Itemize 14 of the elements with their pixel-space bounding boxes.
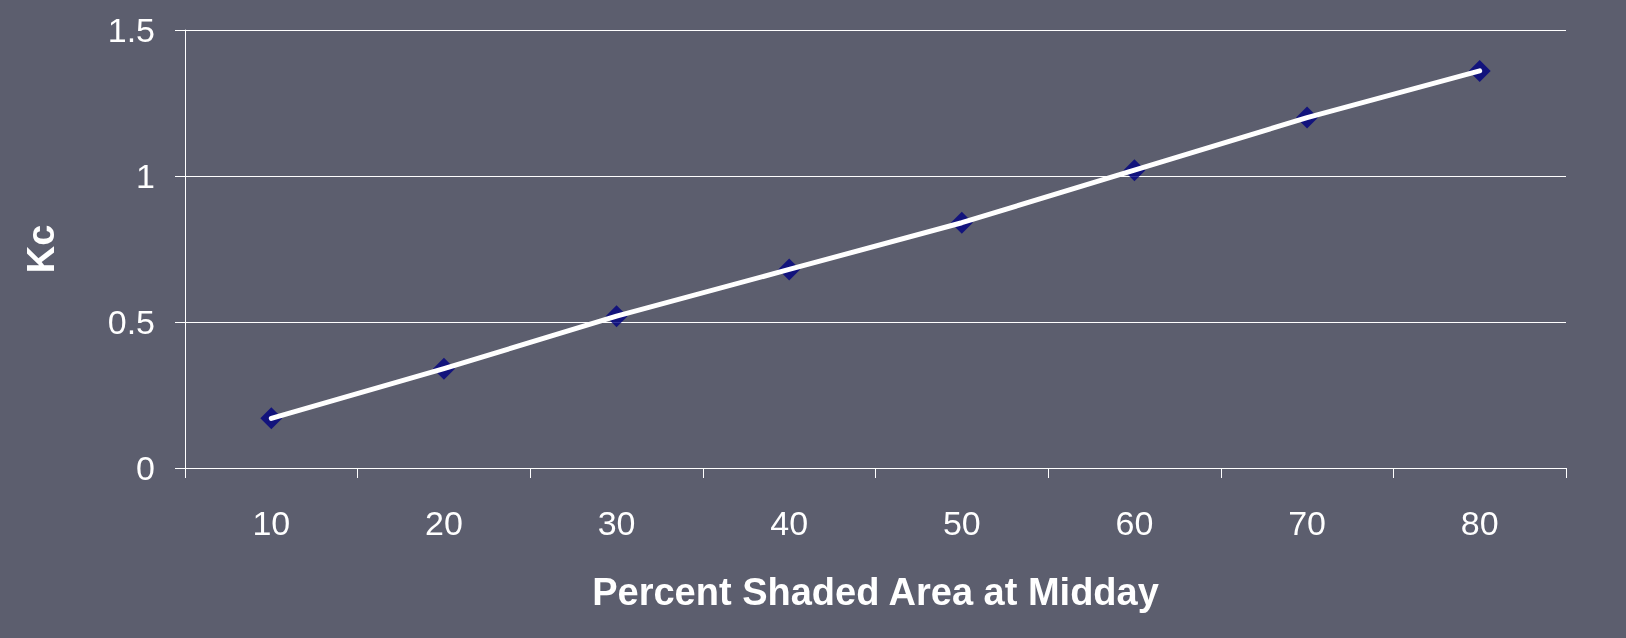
x-tick-label: 70 — [1288, 504, 1326, 542]
x-axis-title: Percent Shaded Area at Midday — [592, 571, 1159, 613]
y-tick-label: 1.5 — [107, 11, 155, 49]
x-tick-label: 30 — [597, 504, 636, 542]
x-tick-label: 10 — [252, 504, 291, 542]
x-tick-label: 50 — [942, 504, 981, 542]
y-tick-label: 1 — [136, 157, 155, 195]
y-axis-title: Kc — [20, 224, 62, 274]
x-tick-label: 80 — [1460, 504, 1499, 542]
y-tick-label: 0.5 — [107, 303, 155, 341]
x-tick-label: 60 — [1115, 504, 1154, 542]
x-tick-label: 40 — [770, 504, 809, 542]
x-tick-label: 20 — [425, 504, 463, 542]
y-tick-label: 0 — [136, 449, 155, 487]
